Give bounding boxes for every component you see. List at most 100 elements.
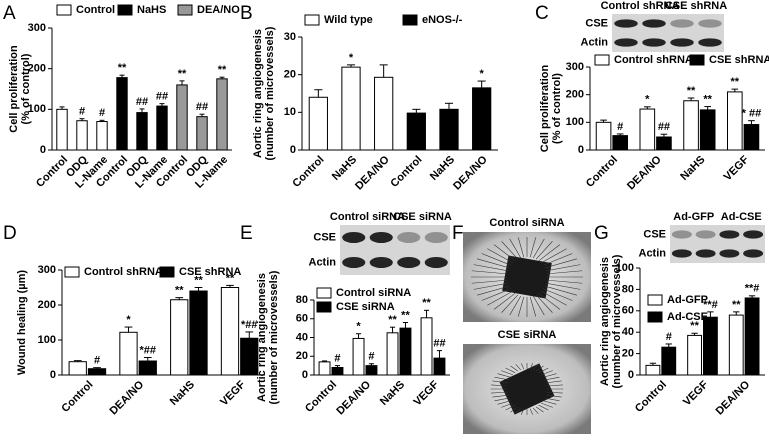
y-axis-label: Cell proliferation — [8, 45, 20, 133]
microvessel — [501, 402, 513, 408]
legend-swatch — [64, 266, 80, 278]
bar — [116, 77, 128, 151]
y-tick-label: 60 — [296, 313, 308, 325]
significance-mark: ## — [433, 338, 445, 350]
microvessel — [545, 264, 581, 272]
legend-swatch — [402, 14, 418, 26]
y-tick-label: 200 — [38, 299, 56, 311]
microvessel — [532, 295, 545, 316]
x-tick-label: Control — [584, 154, 620, 190]
blot-row-label: CSE — [313, 231, 336, 243]
panel-letter: B — [240, 3, 253, 24]
significance-mark: ** — [732, 299, 741, 311]
microvessel — [497, 400, 511, 405]
bar — [196, 116, 208, 151]
significance-mark: ## — [156, 91, 168, 103]
microvessel — [521, 408, 525, 415]
microvessel — [473, 264, 509, 272]
microvessel — [532, 238, 545, 259]
blot-band — [342, 232, 366, 243]
legend-label: eNOS-/- — [422, 14, 463, 26]
microvessel — [543, 288, 573, 301]
significance-mark: * — [356, 321, 361, 333]
bar — [56, 108, 68, 151]
y-tick-label: 80 — [622, 283, 634, 295]
microvessel — [546, 279, 583, 284]
microvessel — [510, 365, 519, 372]
significance-mark: ** — [422, 297, 431, 309]
significance-mark: ** — [687, 85, 696, 97]
image-label: CSE siRNA — [498, 329, 557, 341]
bar — [68, 361, 87, 376]
significance-mark: # — [617, 121, 623, 133]
x-tick-label: VEGF — [722, 153, 752, 183]
bar — [683, 100, 699, 151]
y-tick-label: 300 — [28, 22, 46, 34]
blot-row-label: Actin — [581, 36, 609, 48]
blot-band — [743, 230, 764, 239]
legend-swatch — [316, 301, 332, 313]
y-tick-label: 80 — [296, 294, 308, 306]
bar — [318, 361, 331, 376]
blot-row-label: CSE — [585, 17, 608, 29]
microvessel — [543, 253, 573, 266]
microvessel — [546, 270, 583, 275]
legend-swatch — [316, 287, 332, 299]
blot-band — [695, 230, 716, 239]
bar — [220, 287, 240, 376]
panel-letter: A — [3, 3, 16, 24]
y-tick-label: 10 — [284, 106, 296, 118]
y-tick-label: 60 — [622, 305, 634, 317]
bar — [743, 124, 760, 151]
microvessel — [493, 292, 516, 310]
y-tick-label: 20 — [296, 350, 308, 362]
microvessel — [515, 407, 522, 414]
y-tick-label: 0 — [50, 369, 56, 381]
significance-mark: ** — [388, 314, 397, 326]
bar — [703, 316, 718, 376]
bar — [341, 66, 361, 151]
microvessel — [545, 380, 562, 384]
blot-column-label: CSE shRNA — [665, 0, 727, 12]
bar — [406, 112, 426, 151]
blot-band — [670, 38, 694, 47]
blot-band — [614, 38, 638, 47]
blot-row-label: Actin — [309, 256, 337, 268]
bar — [365, 365, 378, 376]
microvessel — [494, 397, 510, 402]
legend-swatch — [117, 4, 133, 16]
legend-swatch — [647, 311, 663, 323]
microvessel — [535, 294, 553, 313]
significance-mark: ** — [226, 272, 235, 284]
bar — [595, 121, 612, 151]
bar — [138, 360, 157, 376]
microvessel — [546, 384, 563, 387]
microvessel — [535, 365, 544, 372]
legend-swatch — [647, 294, 663, 306]
blot-band — [698, 38, 722, 47]
y-tick-label: 300 — [566, 61, 584, 73]
significance-mark: ** — [401, 309, 410, 321]
bar — [352, 337, 365, 376]
x-tick-label: DEA/NO — [334, 378, 373, 417]
significance-mark: # — [334, 353, 340, 365]
x-tick-label: Control — [388, 154, 424, 190]
significance-mark: # — [368, 351, 374, 363]
microvessel — [540, 290, 567, 306]
microvessel — [473, 282, 509, 290]
blot-band — [719, 230, 740, 239]
significance-mark: ## — [196, 101, 208, 113]
x-tick-label: VEGF — [681, 378, 711, 408]
y-tick-label: 0 — [40, 144, 46, 156]
microvessel — [544, 397, 560, 402]
microvessel — [510, 406, 519, 413]
y-axis-label: Cell proliferation — [539, 65, 551, 153]
legend-label: Ad-CSE — [667, 311, 708, 323]
panel-letter: G — [594, 223, 609, 244]
microvessel — [481, 253, 511, 266]
bar — [687, 334, 703, 376]
legend-swatch — [689, 54, 705, 66]
y-axis-label: (number of microvessels) — [611, 254, 623, 388]
bar — [136, 112, 148, 151]
